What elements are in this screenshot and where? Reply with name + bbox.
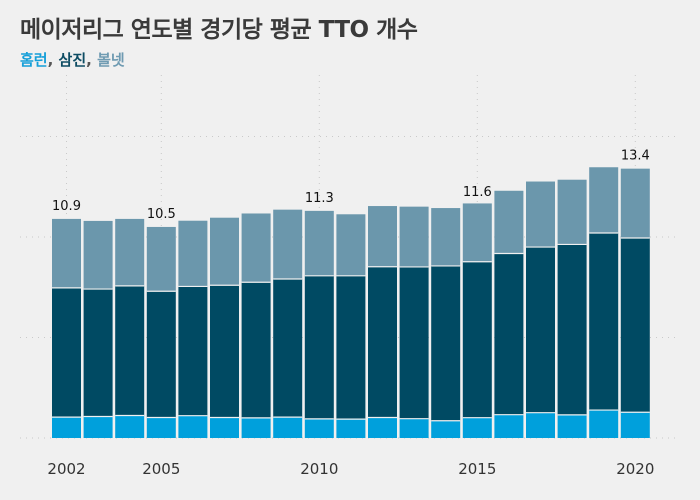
bar-segment-walk [241,213,271,283]
value-label: 11.3 [305,191,334,206]
legend-homerun: 홈런 [20,51,48,69]
bar-segment-walk [336,214,366,276]
x-tick-label: 2015 [458,460,496,478]
bar-segment-walk [431,208,461,266]
bar-segment-homerun [210,417,239,438]
bar-segment-strikeout [462,261,492,418]
legend-walk: 볼넷 [97,51,125,69]
bar-segment-walk [494,190,524,254]
bar-segment-strikeout [336,275,366,420]
bar-segment-walk [620,168,650,239]
bar-segment-homerun [557,414,587,438]
legend-strikeout: 삼진 [58,51,87,69]
bar-segment-strikeout [210,285,239,418]
legend-separator: , [47,51,59,69]
bar-segment-homerun [494,414,524,438]
bar-segment-strikeout [494,253,524,415]
bar-segment-homerun [431,420,461,438]
bar-segment-strikeout [620,238,650,413]
bar-segment-walk [304,210,334,276]
bar-segment-strikeout [273,279,303,418]
bar-segment-walk [52,218,81,288]
bar-segment-walk [83,220,113,290]
bar-segment-strikeout [115,285,145,416]
bar-segment-walk [526,181,555,248]
bar-segment-homerun [52,417,81,438]
chart-subtitle-legend: 홈런, 삼진, 볼넷 [20,49,125,70]
bar-segment-homerun [273,417,303,438]
bar-segment-homerun [620,412,650,438]
bar-segment-homerun [526,412,555,438]
bar-segment-homerun [589,410,619,438]
bar-segment-strikeout [178,286,208,416]
bar-segment-homerun [304,418,334,438]
x-tick-label: 2020 [616,460,654,478]
bar-segment-homerun [336,419,366,438]
value-label: 10.9 [52,199,81,214]
x-tick-label: 2010 [300,460,338,478]
bar-segment-strikeout [431,265,461,421]
bar-segment-strikeout [52,287,81,418]
bar-segment-homerun [368,417,397,438]
bar-segment-homerun [462,417,492,438]
bar-segment-homerun [241,417,271,438]
bar-segment-strikeout [304,275,334,419]
bar-segment-strikeout [589,232,619,411]
bar-segment-homerun [115,415,145,438]
bar-segment-walk [589,167,619,233]
bar-segment-walk [273,209,303,280]
bar-segment-walk [368,206,397,267]
bar-segment-strikeout [526,247,555,413]
bar-segment-walk [178,220,208,287]
value-label: 13.4 [621,149,650,164]
legend-separator: , [86,51,98,69]
bar-segment-homerun [178,415,208,438]
bar-segment-walk [115,218,145,286]
bar-segment-strikeout [83,289,113,417]
chart-title: 메이저리그 연도별 경기당 평균 TTO 개수 [20,17,418,43]
bar-segment-strikeout [557,244,587,415]
bar-segment-walk [210,217,239,286]
bar-segment-walk [399,206,429,267]
bar-segment-homerun [146,417,176,438]
bar-segment-strikeout [368,266,397,418]
x-tick-label: 2002 [47,460,85,478]
value-label: 10.5 [147,207,176,222]
value-label: 11.6 [463,185,492,200]
bar-segment-homerun [83,416,113,438]
bar-segment-walk [146,226,176,292]
bar-segment-strikeout [146,291,176,418]
bar-segment-strikeout [399,266,429,419]
x-tick-label: 2005 [142,460,180,478]
bar-segment-walk [557,179,587,245]
bar-segment-strikeout [241,282,271,418]
bar-segment-walk [462,203,492,262]
bar-segment-homerun [399,418,429,438]
